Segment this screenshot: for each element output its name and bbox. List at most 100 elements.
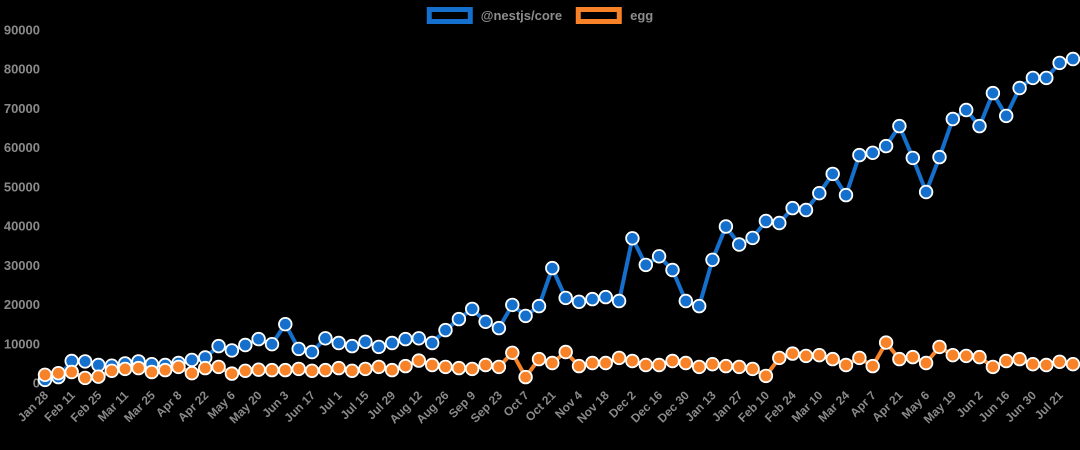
series-egg-point[interactable] [1065,357,1080,372]
series-egg-point[interactable] [852,350,867,366]
series-nestjs-core-point[interactable] [331,335,346,351]
series-egg-point[interactable] [758,368,774,384]
series-egg-point[interactable] [131,360,146,376]
series-nestjs-core-point[interactable] [825,166,840,182]
series-nestjs-core-point[interactable] [932,149,947,165]
series-nestjs-core-point[interactable] [865,145,880,161]
series-nestjs-core-point[interactable] [945,111,961,127]
series-nestjs-core-point[interactable] [264,337,280,352]
series-nestjs-core-point[interactable] [545,260,560,276]
series-nestjs-core-point[interactable] [1065,51,1080,67]
series-egg-point[interactable] [585,355,600,371]
series-nestjs-core-point[interactable] [905,150,921,166]
series-egg-point[interactable] [985,359,1001,375]
series-nestjs-core-point[interactable] [798,202,814,218]
series-egg-point[interactable] [999,353,1014,369]
series-egg-point[interactable] [438,359,453,375]
series-egg-point[interactable] [371,359,387,375]
series-egg-point[interactable] [1025,357,1041,372]
legend-item-egg[interactable]: egg [576,7,653,24]
series-nestjs-core-point[interactable] [358,334,373,350]
series-egg-point[interactable] [638,357,654,373]
series-egg-point[interactable] [598,355,613,371]
series-egg-point[interactable] [745,361,760,377]
series-nestjs-core-point[interactable] [838,187,854,203]
series-egg-point[interactable] [64,364,79,380]
series-nestjs-core-point[interactable] [852,147,867,163]
series-nestjs-core-point[interactable] [812,185,827,201]
series-nestjs-core-point[interactable] [972,118,987,134]
series-nestjs-core-point[interactable] [772,215,787,231]
series-egg-point[interactable] [825,351,840,367]
series-nestjs-core-point[interactable] [705,252,720,267]
legend-item-nestjs-core[interactable]: @nestjs/core [426,7,562,24]
series-nestjs-core-point[interactable] [665,262,680,278]
series-egg-point[interactable] [558,344,573,360]
series-nestjs-core-point[interactable] [505,297,520,313]
series-egg-point[interactable] [291,361,306,377]
series-egg-point[interactable] [932,339,947,355]
series-egg-point[interactable] [785,346,800,361]
series-egg-point[interactable] [1052,354,1067,370]
series-nestjs-core-point[interactable] [571,294,587,310]
series-nestjs-core-point[interactable] [585,291,600,307]
series-nestjs-core-point[interactable] [77,354,93,369]
series-egg-point[interactable] [398,358,413,374]
series-nestjs-core-point[interactable] [625,231,640,246]
series-nestjs-core-point[interactable] [238,337,253,353]
series-nestjs-core-point[interactable] [999,108,1014,124]
series-nestjs-core-point[interactable] [1052,55,1067,71]
series-nestjs-core-point[interactable] [918,184,934,200]
series-egg-point[interactable] [772,350,787,366]
series-egg-point[interactable] [905,349,921,365]
series-egg-point[interactable] [505,345,520,361]
series-egg-point[interactable] [665,353,680,369]
series-egg-point[interactable] [1012,351,1027,367]
series-egg-point[interactable] [718,358,734,374]
series-egg-point[interactable] [678,355,694,371]
series-nestjs-core-point[interactable] [1025,70,1041,86]
series-nestjs-core-point[interactable] [438,322,453,338]
series-egg-point[interactable] [144,364,160,380]
series-nestjs-core-point[interactable] [558,290,573,306]
series-egg-point[interactable] [838,357,854,373]
series-egg-point[interactable] [692,359,707,375]
series-egg-point[interactable] [571,358,587,374]
series-nestjs-core-point[interactable] [465,301,480,317]
series-egg-point[interactable] [945,348,961,363]
series-nestjs-core-point[interactable] [411,331,427,346]
series-egg-point[interactable] [384,362,400,378]
series-nestjs-core-point[interactable] [598,289,613,305]
series-egg-point[interactable] [918,355,934,371]
series-egg-point[interactable] [224,366,240,381]
series-egg-point[interactable] [331,360,346,376]
series-nestjs-core-point[interactable] [1039,70,1054,86]
series-egg-point[interactable] [478,357,493,373]
series-nestjs-core-point[interactable] [745,230,760,246]
series-nestjs-core-point[interactable] [344,338,360,354]
series-nestjs-core-point[interactable] [398,331,413,347]
series-egg-point[interactable] [77,370,93,386]
series-egg-point[interactable] [531,351,547,367]
series-egg-point[interactable] [304,363,320,379]
series-nestjs-core-point[interactable] [651,249,667,264]
series-egg-point[interactable] [411,353,427,368]
series-nestjs-core-point[interactable] [384,335,400,351]
series-egg-point[interactable] [611,350,627,366]
series-nestjs-core-point[interactable] [718,219,734,234]
series-nestjs-core-point[interactable] [451,311,467,327]
series-egg-point[interactable] [51,366,66,381]
series-nestjs-core-point[interactable] [304,344,320,360]
series-egg-point[interactable] [238,363,253,379]
series-nestjs-core-point[interactable] [678,293,694,309]
series-nestjs-core-point[interactable] [959,102,974,118]
series-nestjs-core-point[interactable] [611,293,627,309]
series-nestjs-core-point[interactable] [278,317,293,332]
series-nestjs-core-point[interactable] [224,343,240,358]
series-nestjs-core-point[interactable] [518,308,533,324]
series-egg-point[interactable] [798,348,814,364]
series-nestjs-core-point[interactable] [184,352,200,368]
series-nestjs-core-point[interactable] [878,138,894,154]
series-egg-point[interactable] [451,360,467,376]
